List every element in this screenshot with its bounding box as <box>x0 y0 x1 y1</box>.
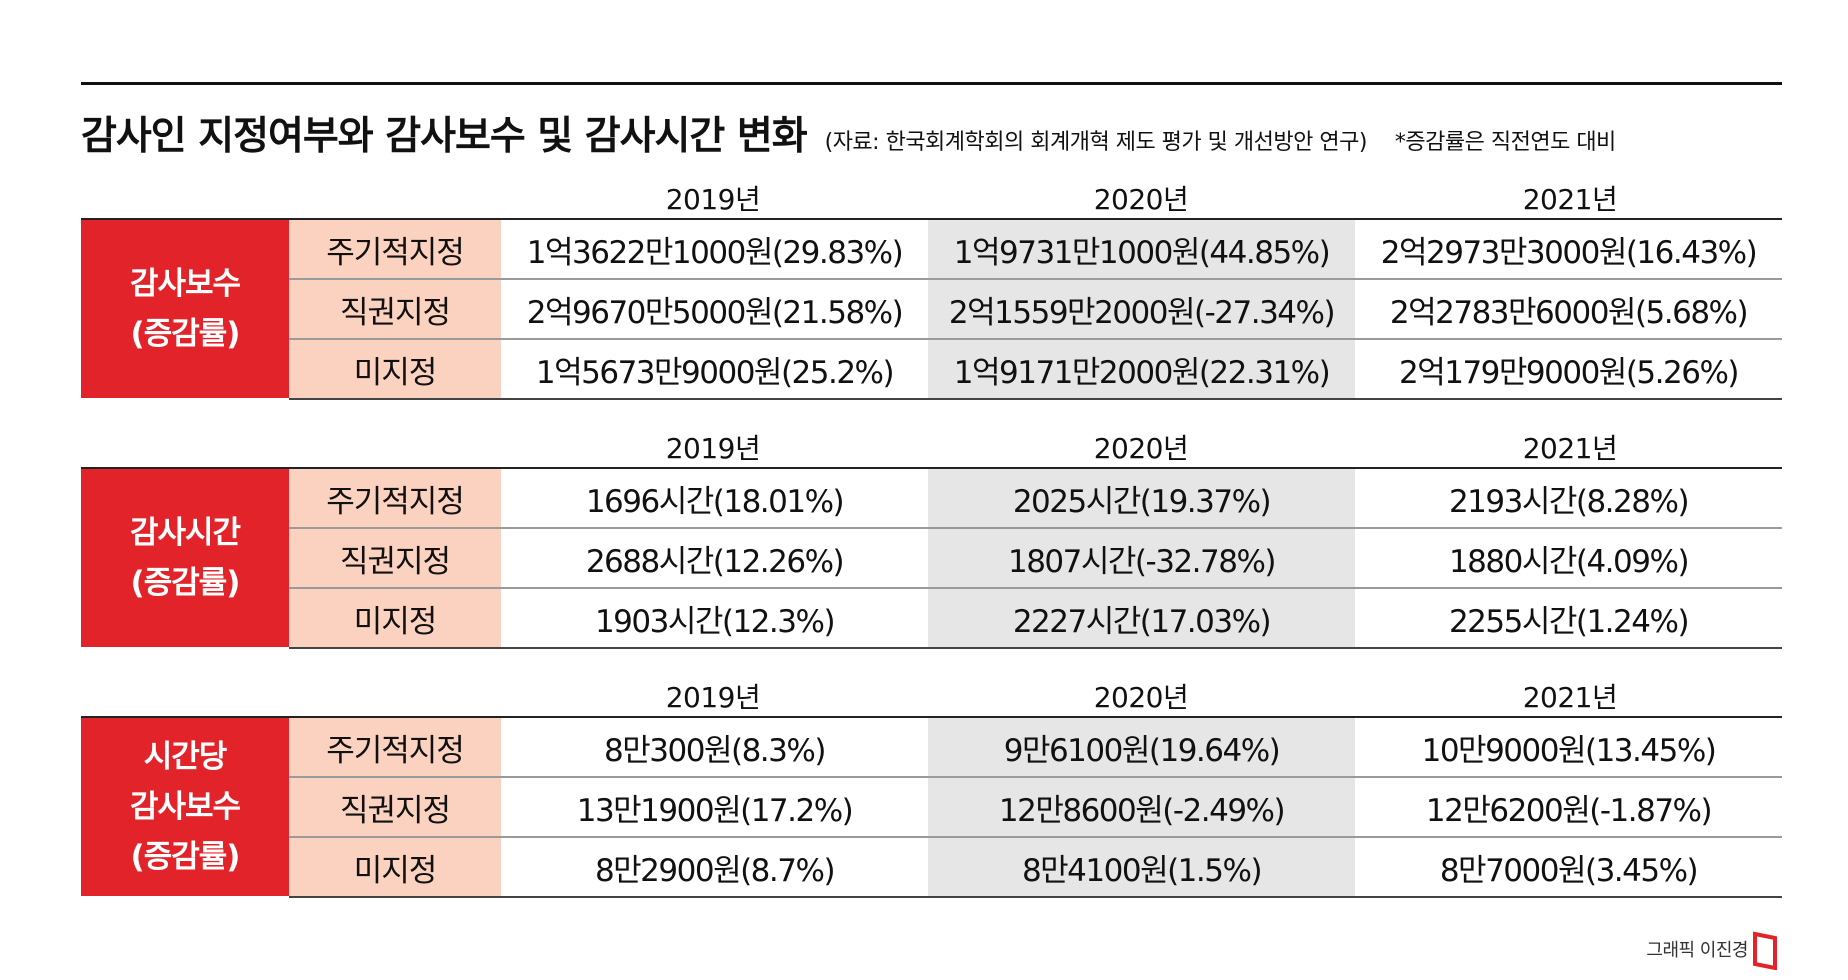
category-label: 주기적지정 <box>289 718 501 776</box>
metric-header-line: 감사보수 <box>129 789 241 825</box>
value-cell: 1696시간(18.01%) <box>585 483 845 520</box>
value-cell: 1807시간(-32.78%) <box>928 529 1355 587</box>
logo-icon <box>1753 931 1777 970</box>
metric-header-line: 감사보수 <box>129 266 241 302</box>
value-cell: 2억179만9000원(5.26%) <box>1398 354 1740 391</box>
title-row: 감사인 지정여부와 감사보수 및 감사시간 변화 (자료: 한국회계학회의 회계… <box>81 105 1782 161</box>
data-table: 감사시간 (증감률) 주기적지정 1696시간(18.01%) 2025시간(19.37… <box>81 467 1782 649</box>
metric-header: 감사보수 (증감률) <box>81 220 289 398</box>
category-label: 직권지정 <box>289 778 501 836</box>
credit-text: 그래픽 이진경 <box>1646 940 1748 961</box>
category-label: 주기적지정 <box>289 469 501 527</box>
year-label: 2020년 <box>1093 183 1189 216</box>
year-label: 2019년 <box>665 681 761 714</box>
value-cell: 1억5673만9000원(25.2%) <box>535 354 895 391</box>
metric-header-line: 시간당 <box>143 739 228 775</box>
metric-header-line: (증감률) <box>130 839 241 875</box>
value-cell: 8만2900원(8.7%) <box>594 852 836 889</box>
table-row: 직권지정 2억9670만5000원(21.58%) 2억1559만2000원(-27… <box>289 280 1782 340</box>
category-label: 주기적지정 <box>289 220 501 278</box>
year-label: 2019년 <box>665 432 761 465</box>
value-cell: 12만8600원(-2.49%) <box>928 778 1355 836</box>
value-cell: 2억2783만6000원(5.68%) <box>1389 294 1749 331</box>
source-text: (자료: 한국회계학회의 회계개혁 제도 평가 및 개선방안 연구) <box>824 130 1368 155</box>
year-label: 2021년 <box>1522 183 1618 216</box>
year-header-row: 2019년 2020년 2021년 <box>81 172 1782 218</box>
value-cell: 10만9000원(13.45%) <box>1421 732 1717 769</box>
value-cell: 2억9670만5000원(21.58%) <box>526 294 904 331</box>
year-header-row: 2019년 2020년 2021년 <box>81 670 1782 716</box>
table-row: 미지정 8만2900원(8.7%) 8만4100원(1.5%) 8만7000원(3.4… <box>289 838 1782 898</box>
table-row: 주기적지정 1억3622만1000원(29.83%) 1억9731만1000원(44… <box>289 220 1782 280</box>
metric-header-line: (증감률) <box>130 316 241 352</box>
value-cell: 12만6200원(-1.87%) <box>1425 792 1713 829</box>
category-label: 직권지정 <box>289 280 501 338</box>
year-label: 2021년 <box>1522 432 1618 465</box>
year-label: 2020년 <box>1093 681 1189 714</box>
category-label: 미지정 <box>289 838 501 896</box>
value-cell: 1880시간(4.09%) <box>1448 543 1690 580</box>
category-label: 직권지정 <box>289 529 501 587</box>
value-cell: 2억2973만3000원(16.43%) <box>1380 234 1758 271</box>
metric-header-line: 감사시간 <box>129 515 241 551</box>
year-label: 2021년 <box>1522 681 1618 714</box>
value-cell: 1903시간(12.3%) <box>594 603 836 640</box>
data-table: 감사보수 (증감률) 주기적지정 1억3622만1000원(29.83%) 1억9731… <box>81 218 1782 400</box>
value-cell: 13만1900원(17.2%) <box>576 792 854 829</box>
year-header-row: 2019년 2020년 2021년 <box>81 421 1782 467</box>
table-row: 주기적지정 8만300원(8.3%) 9만6100원(19.64%) 10만9000원… <box>289 718 1782 778</box>
value-cell: 2688시간(12.26%) <box>585 543 845 580</box>
value-cell: 9만6100원(19.64%) <box>928 718 1355 776</box>
table-row: 미지정 1억5673만9000원(25.2%) 1억9171만2000원(22.31… <box>289 340 1782 400</box>
value-cell: 8만4100원(1.5%) <box>928 838 1355 896</box>
value-cell: 2255시간(1.24%) <box>1448 603 1690 640</box>
year-label: 2019년 <box>665 183 761 216</box>
value-cell: 2227시간(17.03%) <box>928 589 1355 647</box>
table-row: 주기적지정 1696시간(18.01%) 2025시간(19.37%) 2193시간(… <box>289 469 1782 529</box>
year-label: 2020년 <box>1093 432 1189 465</box>
table-row: 미지정 1903시간(12.3%) 2227시간(17.03%) 2255시간(1.2… <box>289 589 1782 649</box>
metric-header: 감사시간 (증감률) <box>81 469 289 647</box>
category-label: 미지정 <box>289 340 501 398</box>
value-cell: 1억9171만2000원(22.31%) <box>928 340 1355 398</box>
value-cell: 1억9731만1000원(44.85%) <box>928 220 1355 278</box>
page-title: 감사인 지정여부와 감사보수 및 감사시간 변화 <box>81 114 808 159</box>
note-text: *증감률은 직전연도 대비 <box>1394 130 1616 155</box>
metric-header-line: (증감률) <box>130 565 241 601</box>
value-cell: 2193시간(8.28%) <box>1448 483 1690 520</box>
value-cell: 2억1559만2000원(-27.34%) <box>928 280 1355 338</box>
table-row: 직권지정 13만1900원(17.2%) 12만8600원(-2.49%) 12만62… <box>289 778 1782 838</box>
table-row: 직권지정 2688시간(12.26%) 1807시간(-32.78%) 1880시간(… <box>289 529 1782 589</box>
value-cell: 2025시간(19.37%) <box>928 469 1355 527</box>
value-cell: 1억3622만1000원(29.83%) <box>526 234 904 271</box>
value-cell: 8만7000원(3.45%) <box>1439 852 1699 889</box>
category-label: 미지정 <box>289 589 501 647</box>
infographic: 감사인 지정여부와 감사보수 및 감사시간 변화 (자료: 한국회계학회의 회계… <box>81 82 1782 161</box>
value-cell: 8만300원(8.3%) <box>604 732 826 769</box>
top-rule <box>81 82 1782 85</box>
